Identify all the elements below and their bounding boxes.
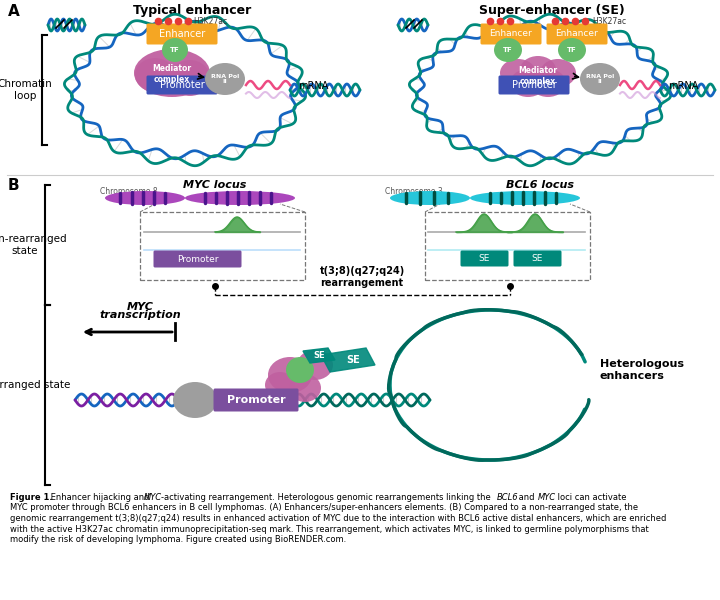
Ellipse shape [286, 357, 314, 383]
Text: Promoter: Promoter [176, 254, 218, 263]
Text: Mediator
complex: Mediator complex [518, 66, 557, 86]
FancyBboxPatch shape [140, 212, 305, 280]
Ellipse shape [494, 38, 522, 62]
Text: Figure 1.: Figure 1. [10, 493, 53, 502]
Text: MYC: MYC [127, 302, 153, 312]
Text: Promoter: Promoter [160, 80, 204, 90]
Text: Heterologous
enhancers: Heterologous enhancers [600, 359, 684, 381]
Text: Mediator
complex: Mediator complex [153, 64, 192, 84]
Ellipse shape [105, 191, 185, 205]
Text: SE: SE [479, 254, 490, 263]
Text: TF: TF [503, 47, 513, 53]
Ellipse shape [265, 372, 295, 398]
Text: Enhancer: Enhancer [490, 29, 532, 38]
Text: H3K27ac: H3K27ac [592, 17, 626, 26]
Text: RNA Pol
II: RNA Pol II [586, 74, 614, 85]
Polygon shape [321, 348, 375, 372]
FancyBboxPatch shape [146, 23, 217, 44]
Ellipse shape [162, 38, 188, 62]
Text: Promoter: Promoter [227, 395, 285, 405]
FancyBboxPatch shape [513, 251, 562, 266]
FancyBboxPatch shape [153, 251, 241, 268]
Ellipse shape [470, 191, 580, 205]
Text: BCL6: BCL6 [497, 493, 518, 502]
Text: and: and [516, 493, 537, 502]
Text: with the active H3K27ac chromatin immunoprecipitation-seq mark. This rearrangeme: with the active H3K27ac chromatin immuno… [10, 524, 649, 533]
Text: Native
enhancer: Native enhancer [250, 214, 290, 233]
Text: B: B [8, 178, 19, 193]
Ellipse shape [540, 59, 576, 87]
Text: Non-rearranged
state: Non-rearranged state [0, 234, 66, 256]
Ellipse shape [520, 56, 556, 84]
Text: -activating rearrangement. Heterologous genomic rearrangements linking the: -activating rearrangement. Heterologous … [161, 493, 493, 502]
Text: genomic rearrangement t(3;8)(q27;q24) results in enhanced activation of MYC due : genomic rearrangement t(3;8)(q27;q24) re… [10, 514, 667, 523]
Text: H3K27ac: H3K27ac [428, 220, 469, 229]
Ellipse shape [134, 49, 210, 97]
Ellipse shape [170, 60, 210, 96]
Ellipse shape [173, 382, 217, 418]
Ellipse shape [135, 58, 175, 92]
Text: BCL6 locus: BCL6 locus [506, 180, 574, 190]
Text: Chromosome 8: Chromosome 8 [100, 187, 158, 196]
Text: Enhancer hijacking and: Enhancer hijacking and [48, 493, 152, 502]
FancyBboxPatch shape [480, 23, 541, 44]
Text: MYC locus: MYC locus [184, 180, 247, 190]
Text: A: A [8, 4, 19, 19]
FancyBboxPatch shape [146, 76, 217, 94]
Text: MYC promoter through BCL6 enhancers in B cell lymphomas. (A) Enhancers/super-enh: MYC promoter through BCL6 enhancers in B… [10, 503, 638, 512]
Ellipse shape [558, 38, 586, 62]
Ellipse shape [390, 191, 470, 205]
Polygon shape [303, 348, 335, 363]
Text: Enhancer: Enhancer [159, 29, 205, 39]
Text: SE: SE [313, 352, 325, 361]
Text: MYC: MYC [144, 493, 162, 502]
Text: H3K27ac: H3K27ac [144, 220, 185, 229]
Ellipse shape [289, 374, 321, 402]
Ellipse shape [268, 357, 312, 393]
Text: TF: TF [170, 47, 180, 53]
Text: Super-enhancer (SE): Super-enhancer (SE) [479, 4, 625, 17]
Ellipse shape [530, 69, 566, 97]
Text: t(3;8)(q27;q24)
rearrangement: t(3;8)(q27;q24) rearrangement [320, 266, 405, 288]
Ellipse shape [500, 59, 536, 87]
Ellipse shape [185, 191, 295, 205]
Ellipse shape [297, 350, 333, 380]
Text: Typical enhancer: Typical enhancer [133, 4, 251, 17]
Text: RNA Pol
II: RNA Pol II [211, 74, 239, 85]
Ellipse shape [510, 69, 546, 97]
Text: Enhancer: Enhancer [556, 29, 598, 38]
Text: Active enhancers: Active enhancers [469, 214, 551, 223]
Ellipse shape [205, 63, 245, 95]
Ellipse shape [580, 63, 620, 95]
Text: loci can activate: loci can activate [555, 493, 626, 502]
Text: Promoter: Promoter [512, 80, 557, 90]
Text: Chromosome 3: Chromosome 3 [385, 187, 443, 196]
FancyBboxPatch shape [498, 76, 570, 94]
Text: Chromatin
loop: Chromatin loop [0, 79, 53, 101]
FancyBboxPatch shape [546, 23, 608, 44]
Text: mRNA: mRNA [668, 81, 698, 91]
Text: MYC: MYC [538, 493, 556, 502]
FancyBboxPatch shape [425, 212, 590, 280]
FancyBboxPatch shape [214, 389, 299, 412]
Text: TF: TF [567, 47, 577, 53]
Text: H3K27ac: H3K27ac [193, 17, 227, 26]
Text: SE: SE [346, 355, 360, 365]
Text: mRNA: mRNA [298, 81, 328, 91]
FancyBboxPatch shape [461, 251, 508, 266]
Text: Rearranged state: Rearranged state [0, 380, 70, 390]
Text: modify the risk of developing lymphoma. Figure created using BioRENDER.com.: modify the risk of developing lymphoma. … [10, 535, 346, 544]
Text: SE: SE [532, 254, 543, 263]
Text: transcription: transcription [99, 310, 181, 320]
